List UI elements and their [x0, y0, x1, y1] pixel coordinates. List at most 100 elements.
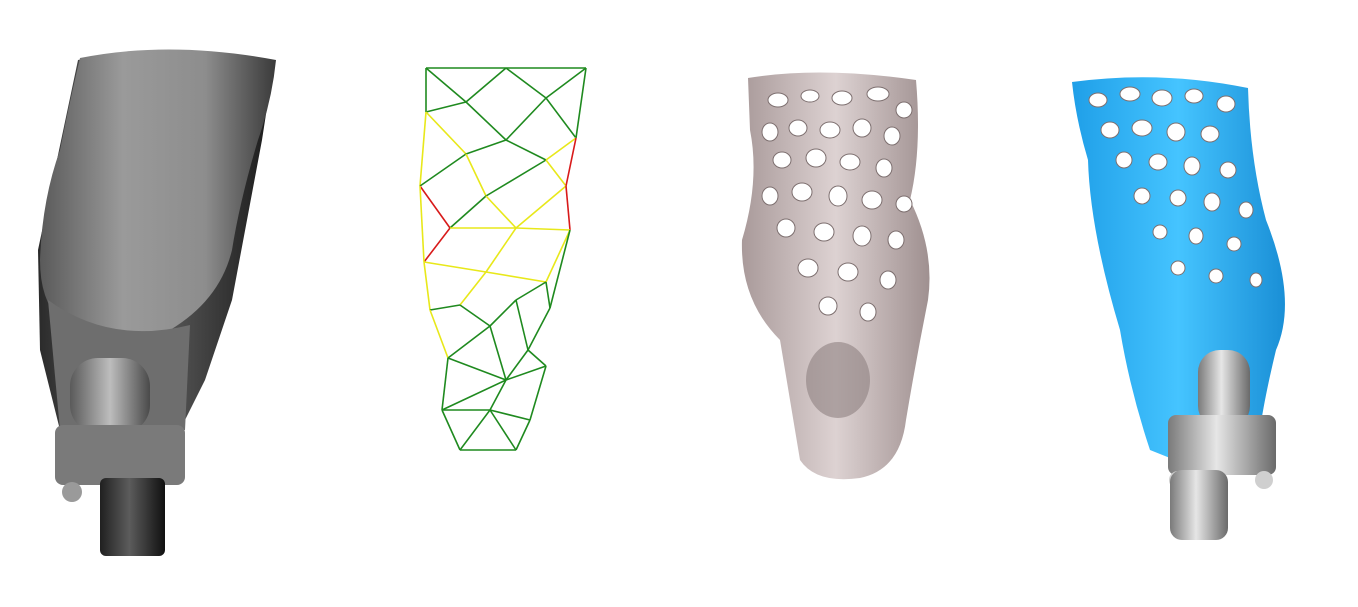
pore-hole	[1151, 89, 1173, 107]
lattice-strut	[529, 365, 547, 421]
pore-hole	[761, 122, 779, 142]
wireframe-lattice-panel	[380, 0, 620, 607]
lattice-strut	[527, 307, 551, 351]
pink-socket-pores	[761, 86, 913, 322]
pore-hole	[866, 86, 890, 102]
lattice-strut	[441, 409, 461, 451]
lattice-strut	[505, 139, 547, 161]
blue-socket-panel	[1050, 0, 1358, 607]
lattice-strut	[425, 101, 467, 113]
lattice-strut	[515, 299, 529, 351]
pore-hole	[887, 230, 905, 250]
lattice-strut	[429, 309, 449, 359]
pore-hole	[776, 218, 796, 238]
pore-hole	[852, 225, 872, 247]
pore-hole	[852, 118, 872, 138]
pore-hole	[1119, 86, 1141, 102]
lattice-strut	[449, 195, 487, 229]
voronoi-socket-panel	[720, 0, 960, 607]
blue-pyramid-adapter	[1198, 350, 1250, 428]
pink-socket-cavity	[806, 342, 870, 418]
lattice-strut	[485, 271, 547, 283]
pore-hole	[800, 89, 820, 103]
lattice-strut	[545, 97, 577, 139]
lattice-strut	[489, 379, 507, 411]
solid-socket-panel	[0, 0, 330, 607]
pore-hole	[1131, 119, 1153, 137]
lattice-strut	[545, 159, 567, 187]
lattice-strut	[489, 299, 517, 327]
lattice-strut	[425, 67, 467, 103]
lattice-strut	[505, 67, 547, 99]
lattice-strut	[447, 325, 491, 359]
lattice-strut	[485, 159, 547, 197]
pore-hole	[805, 148, 827, 168]
lattice-strut	[429, 304, 461, 311]
pore-hole	[1203, 192, 1221, 212]
lattice-strut	[565, 185, 571, 231]
pore-hole	[1183, 156, 1201, 176]
pore-hole	[895, 195, 913, 213]
lattice-strut	[505, 349, 529, 381]
pore-hole	[1169, 189, 1187, 207]
solid-socket-graphic	[38, 49, 276, 556]
lattice-strut	[423, 261, 431, 311]
lattice-strut	[465, 153, 487, 197]
lattice-strut	[515, 419, 531, 451]
lattice-strut	[489, 409, 517, 451]
lattice-strut	[545, 281, 551, 309]
pore-hole	[1170, 260, 1186, 276]
lattice-strut	[459, 304, 491, 327]
pore-hole	[1188, 227, 1204, 245]
lattice-strut	[545, 67, 587, 99]
lattice-strut	[505, 365, 547, 381]
pore-hole	[859, 302, 877, 322]
blue-clamp-bolt-right	[1255, 471, 1273, 489]
pylon-tube	[100, 478, 165, 556]
lattice-strut	[527, 349, 547, 367]
pore-hole	[813, 222, 835, 242]
lattice-strut	[485, 227, 517, 273]
lattice-strut	[465, 101, 507, 141]
voronoi-socket-graphic	[741, 72, 930, 480]
lattice-strut	[419, 185, 451, 229]
pore-hole	[1166, 122, 1186, 142]
pore-hole	[1219, 161, 1237, 179]
lattice-strut	[447, 357, 507, 381]
pore-hole	[819, 121, 841, 139]
pore-hole	[1115, 151, 1133, 169]
lattice-strut	[425, 111, 467, 155]
lattice-strut	[485, 195, 517, 229]
pore-hole	[1249, 272, 1263, 288]
clamp-bolt-left	[62, 482, 82, 502]
pore-hole	[875, 158, 893, 178]
pore-hole	[879, 270, 897, 290]
lattice-strut	[545, 137, 577, 161]
pore-hole	[883, 126, 901, 146]
lattice-strut	[459, 271, 487, 306]
pore-hole	[861, 190, 883, 210]
pore-hole	[1238, 201, 1254, 219]
pore-hole	[1216, 95, 1236, 113]
blue-socket-graphic	[1072, 77, 1285, 540]
clamp-block	[55, 425, 185, 485]
lattice-strut	[441, 379, 507, 411]
lattice-strut	[545, 229, 571, 283]
pore-hole	[1133, 187, 1151, 205]
pore-hole	[1152, 224, 1168, 240]
pore-hole	[1184, 88, 1204, 104]
lattice-strut	[459, 409, 491, 451]
lattice-strut	[423, 261, 487, 273]
pore-hole	[1148, 153, 1168, 171]
pore-hole	[772, 151, 792, 169]
lattice-strut	[489, 409, 531, 421]
pore-hole	[1088, 92, 1108, 108]
lattice-strut	[505, 97, 547, 141]
lattice-strut	[465, 139, 507, 155]
pore-hole	[831, 90, 853, 106]
lattice-strut	[419, 111, 427, 187]
blue-pylon-tube	[1170, 470, 1228, 540]
pore-hole	[895, 101, 913, 119]
lattice-strut	[489, 325, 507, 381]
pore-hole	[797, 258, 819, 278]
